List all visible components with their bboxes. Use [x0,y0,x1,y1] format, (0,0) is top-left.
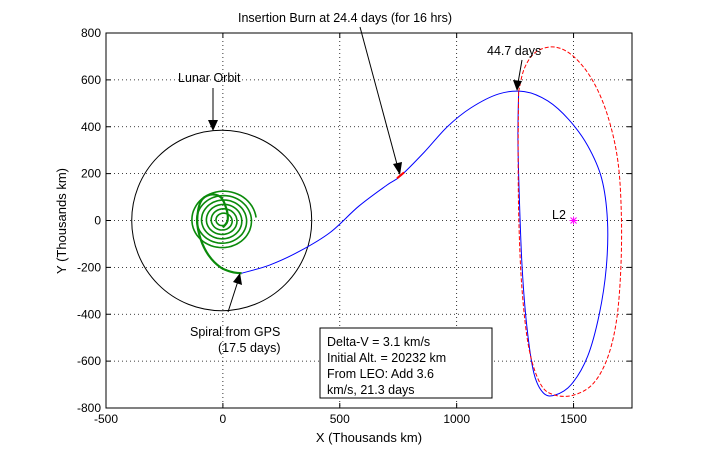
annotation-lunar-orbit: Lunar Orbit [178,71,241,85]
x-tick-label: -500 [94,412,118,426]
days-44-arrow-head [513,80,522,91]
insertion-burn-line [396,171,405,180]
halo-orbit-line [517,46,623,397]
lunar-orbit-line [131,129,313,312]
annotation-spiral-days: (17.5 days) [218,341,281,355]
x-tick-label: 1500 [560,412,587,426]
insertion-burn-arrow-head [393,162,402,175]
days-44-arrow-line [517,59,523,84]
info-line-1: Delta-V = 3.1 km/s [327,335,430,349]
lunar-orbit-arrow-head [208,120,218,131]
y-tick-label: 400 [81,120,101,134]
y-tick-label: 600 [81,73,101,87]
ticks [105,32,632,409]
info-line-3: From LEO: Add 3.6 [327,367,434,381]
insertion-burn-arrow-line [359,26,399,169]
info-line-4: km/s, 21.3 days [327,383,415,397]
y-tick-label: 200 [81,167,101,181]
spiral-core [191,190,257,249]
y-tick-label: 800 [81,26,101,40]
plot-lines [131,46,623,397]
y-axis-label: Y (Thousands km) [54,168,69,274]
tick-labels: -500 0 500 1000 1500 800 600 400 200 0 -200 -400 -60… [77,26,587,426]
y-tick-label: 0 [94,214,101,228]
spiral-arrow-line [227,280,239,313]
info-box-frame [319,327,493,399]
spiral-arrow-head [233,273,242,285]
annotation-insertion-burn: Insertion Burn at 24.4 days (for 16 hrs) [238,11,452,25]
y-tick-label: -200 [77,260,101,274]
y-tick-label: -800 [77,401,101,415]
info-line-2: Initial Alt. = 20232 km [327,351,446,365]
y-tick-label: -400 [77,307,101,321]
x-tick-label: 1000 [443,412,470,426]
y-tick-label: -600 [77,354,101,368]
annotations: Insertion Burn at 24.4 days (for 16 hrs)… [178,11,566,355]
info-box: Delta-V = 3.1 km/s Initial Alt. = 20232 … [319,327,493,399]
annotation-44-7-days: 44.7 days [487,44,541,58]
l2-marker [569,216,578,225]
x-tick-label: 500 [330,412,350,426]
annotation-spiral: Spiral from GPS [190,325,280,339]
x-tick-label: 0 [220,412,227,426]
l2-label: L2 [552,208,566,222]
x-axis-label: X (Thousands km) [316,430,422,445]
